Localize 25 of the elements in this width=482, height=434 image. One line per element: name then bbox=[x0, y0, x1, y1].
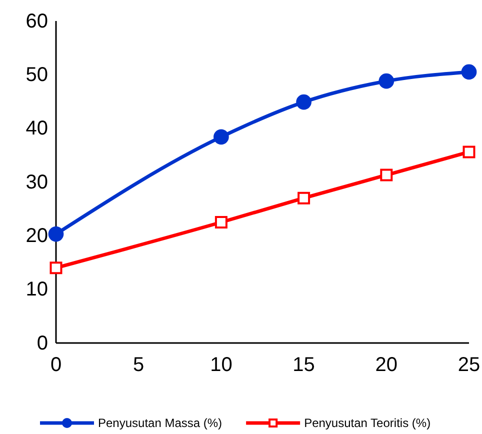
x-tick-label: 5 bbox=[133, 354, 144, 376]
y-tick-label: 20 bbox=[26, 225, 48, 248]
x-tick-label: 10 bbox=[210, 354, 232, 376]
x-tick-label: 25 bbox=[458, 354, 480, 376]
y-tick-label: 0 bbox=[36, 332, 48, 354]
x-tick-label: 15 bbox=[292, 354, 315, 376]
legend-label: Penyusutan Teoritis (%) bbox=[304, 416, 431, 430]
x-tick-label: 20 bbox=[375, 354, 398, 376]
y-tick-label: 30 bbox=[26, 171, 48, 194]
point bbox=[461, 64, 477, 80]
point bbox=[50, 262, 62, 274]
point bbox=[380, 168, 393, 182]
y-tick-label: 10 bbox=[26, 278, 48, 301]
y-tick-label: 60 bbox=[26, 10, 48, 32]
point bbox=[214, 129, 229, 145]
y-tick-label: 40 bbox=[26, 118, 48, 140]
legend-label: Penyusutan Massa (%) bbox=[98, 416, 222, 430]
point bbox=[298, 192, 310, 204]
point bbox=[214, 216, 228, 228]
point bbox=[462, 146, 476, 158]
point bbox=[378, 73, 394, 89]
y-tick-label: 50 bbox=[26, 64, 48, 86]
point bbox=[48, 226, 64, 242]
x-tick-label: 0 bbox=[50, 354, 62, 376]
point bbox=[296, 94, 312, 110]
